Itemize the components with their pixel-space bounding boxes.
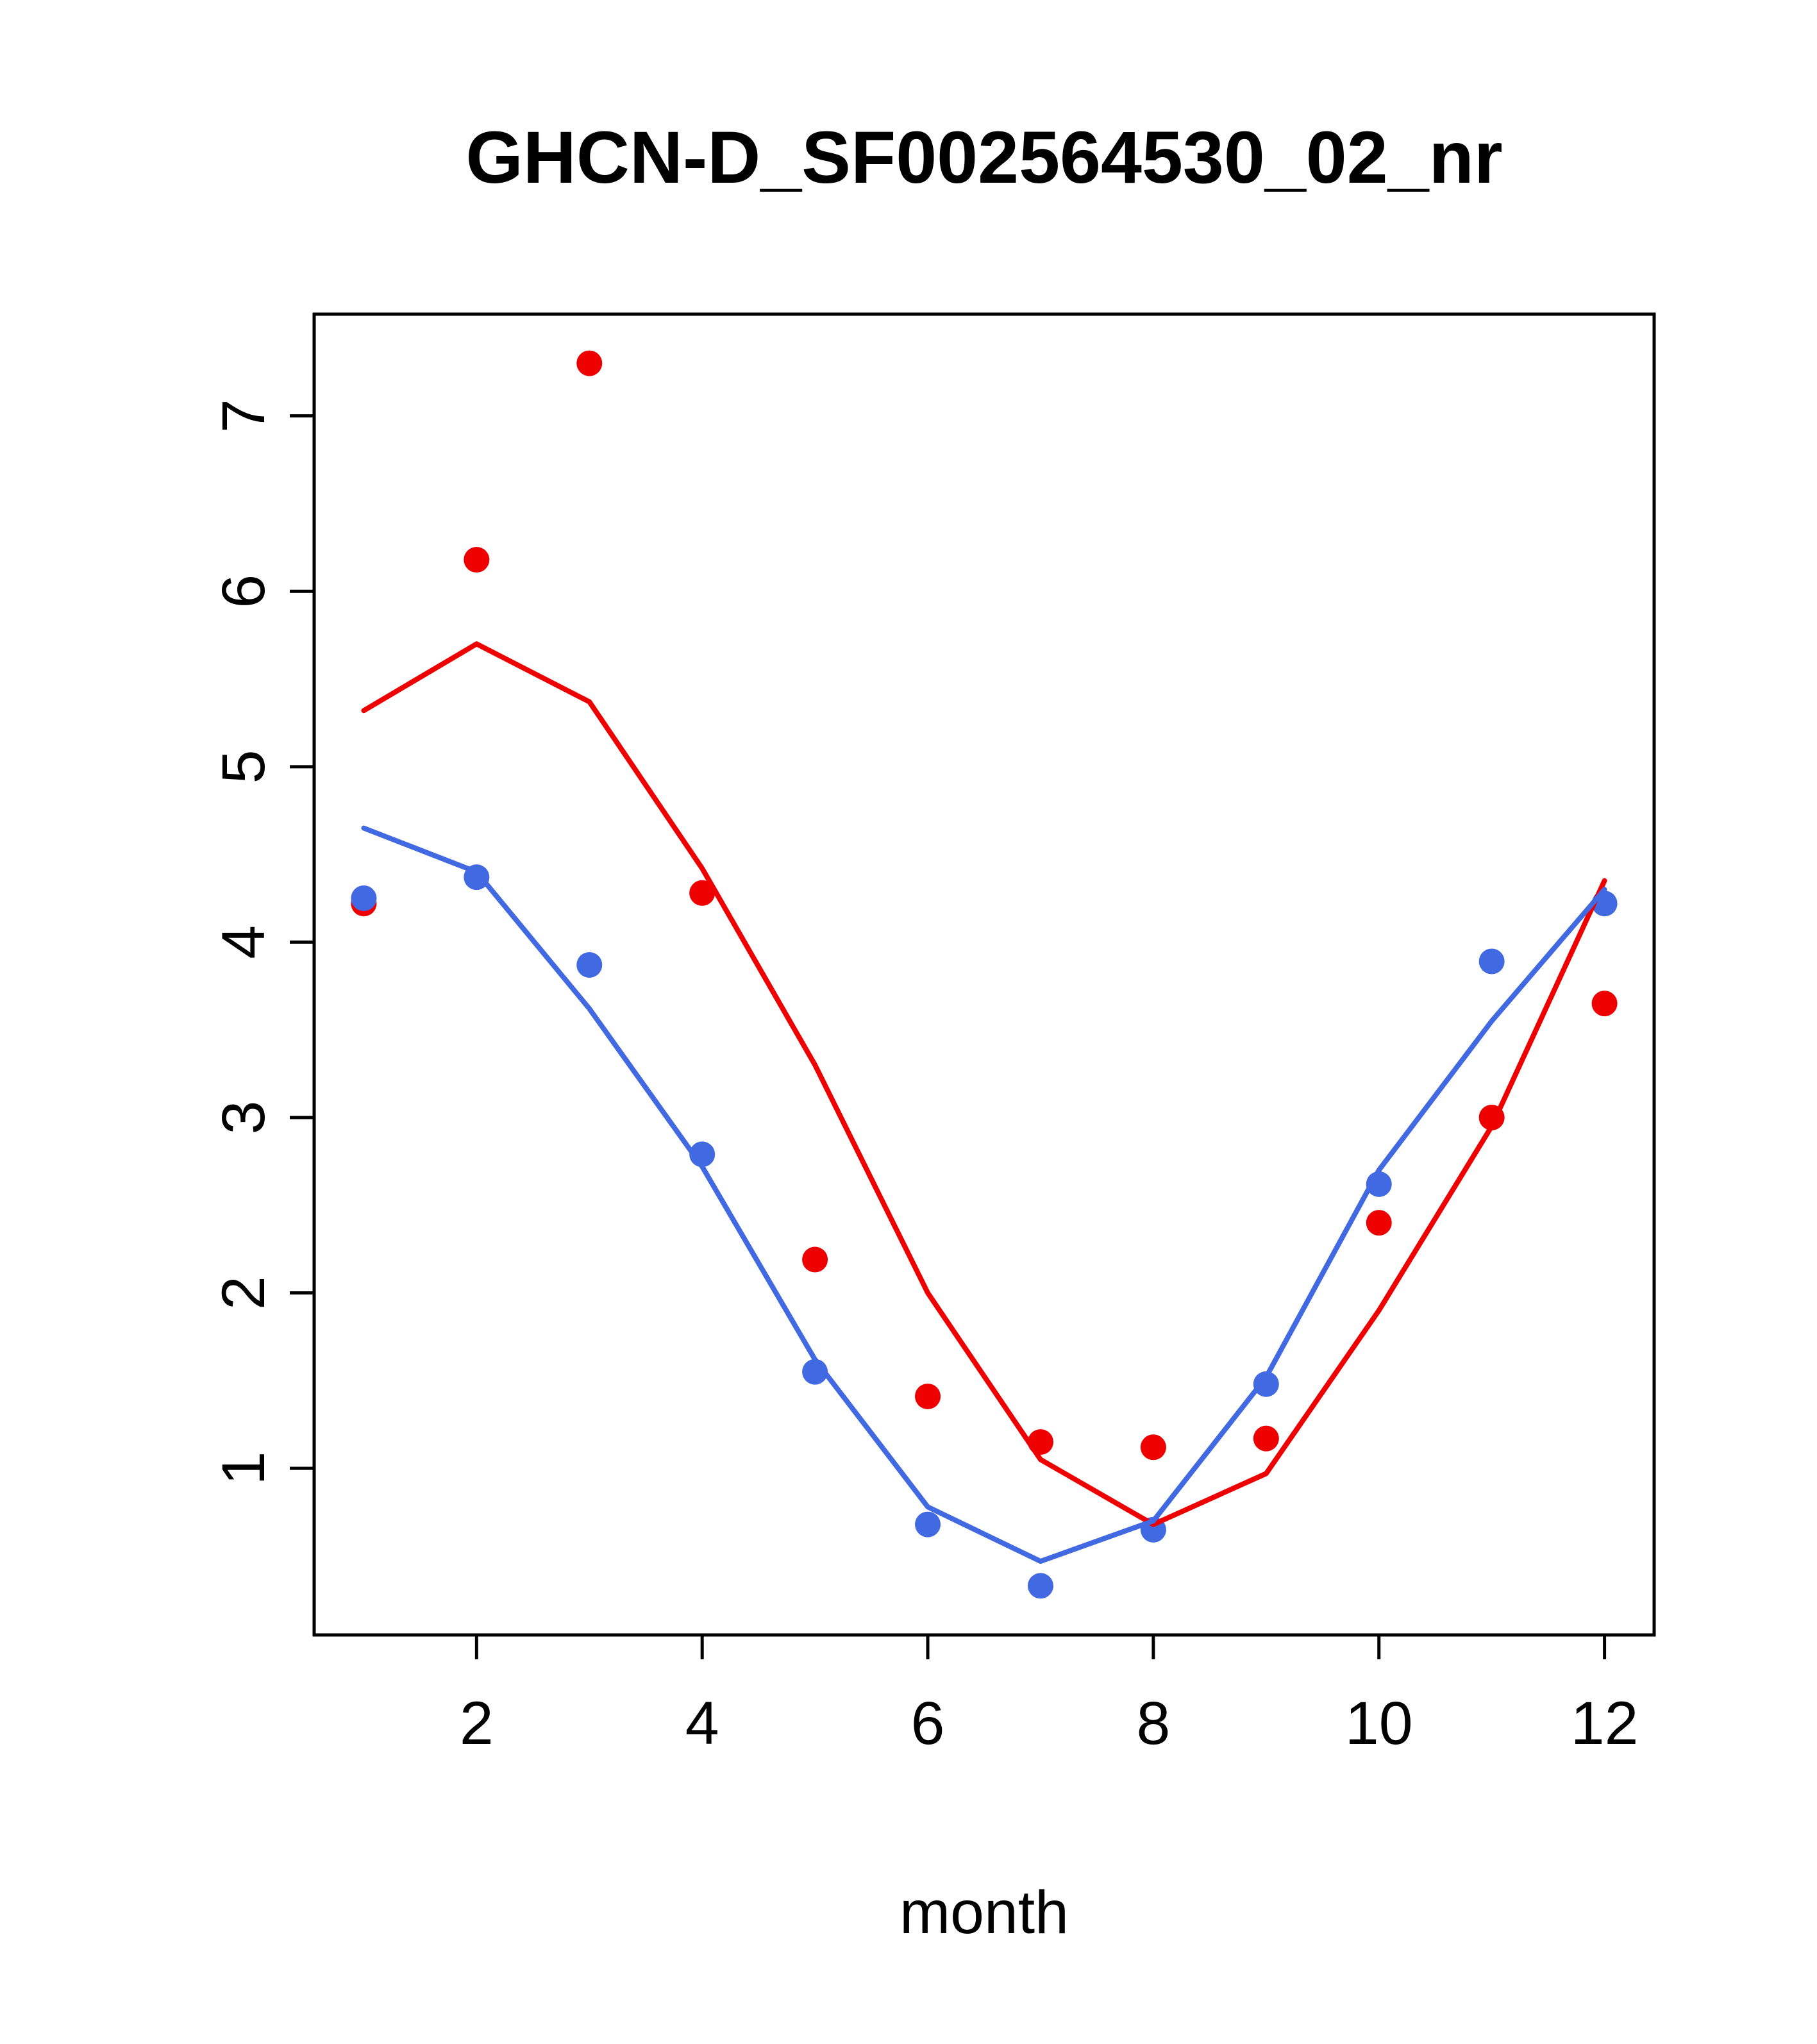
red-points-marker [1591,991,1618,1017]
y-tick-label: 6 [210,574,278,608]
red-points-marker [464,547,490,573]
plot-box [312,312,1656,1637]
y-tick-label: 3 [210,1101,278,1135]
red-line [361,641,1607,1527]
x-tick-label: 4 [685,1689,719,1757]
x-tick-label: 10 [1345,1689,1413,1757]
chart-title: GHCN-D_SF002564530_02_nr [465,117,1502,199]
blue-points-marker [351,885,377,911]
x-tick-label: 12 [1571,1689,1639,1757]
red-points-marker [802,1246,828,1273]
x-axis-label: month [900,1879,1069,1947]
red-points-marker [689,880,716,906]
blue-points-marker [1027,1573,1053,1599]
y-tick-label: 4 [210,925,278,959]
blue-points-marker [576,951,603,978]
x-tick-label: 8 [1136,1689,1170,1757]
red-points-marker [915,1383,941,1409]
blue-points-marker [915,1511,941,1537]
red-points-marker [576,350,603,376]
y-tick-label: 2 [210,1276,278,1310]
y-tick-label: 5 [210,750,278,783]
red-points-marker [1140,1434,1166,1461]
blue-points-marker [1253,1371,1279,1397]
x-tick-label: 2 [460,1689,494,1757]
red-points-marker [1253,1425,1279,1452]
x-tick-label: 6 [911,1689,945,1757]
blue-points-marker [1478,948,1505,975]
red-points-marker [1366,1210,1392,1236]
y-tick-label: 7 [210,399,278,433]
y-tick-label: 1 [210,1452,278,1486]
blue-line [361,825,1607,1564]
